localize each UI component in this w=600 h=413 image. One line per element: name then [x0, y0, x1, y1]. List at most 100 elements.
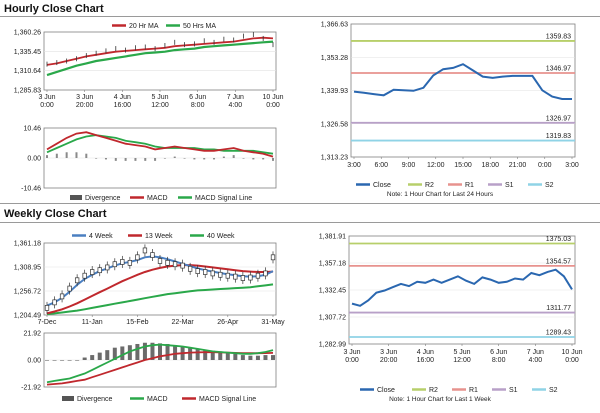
- candle-body: [203, 269, 208, 275]
- x-tick-label: 6 Jun: [490, 349, 507, 356]
- candle-body: [150, 252, 155, 258]
- legend-label: Divergence: [85, 195, 121, 202]
- candle-body: [172, 261, 178, 268]
- legend-label: MACD: [147, 195, 168, 202]
- x-tick-label: 16:00: [417, 357, 435, 364]
- legend-label: S1: [509, 387, 518, 394]
- histogram-bar: [252, 158, 255, 160]
- legend-label: 50 Hrs MA: [183, 23, 216, 30]
- histogram-bar: [112, 347, 117, 360]
- x-tick-label: 15-Feb: [126, 319, 148, 326]
- y-tick-label: 1,204.49: [14, 313, 41, 320]
- pivot-level-label: 1346.97: [546, 65, 571, 72]
- y-tick-label: 1,326.58: [321, 121, 348, 128]
- y-tick-label: 1,357.18: [319, 261, 346, 268]
- candle-body: [248, 274, 253, 281]
- candle-body: [233, 273, 238, 280]
- series-macd: [46, 343, 274, 384]
- histogram-bar: [163, 158, 166, 159]
- histogram-bar: [272, 158, 274, 161]
- x-tick-label: 10 Jun: [561, 349, 582, 356]
- y-tick-label: 1,366.63: [321, 22, 348, 29]
- y-tick-label: 1,361.18: [14, 241, 41, 248]
- histogram-bar: [142, 342, 147, 360]
- pivot-level-label: 1326.97: [546, 115, 571, 122]
- legend-label: MACD: [147, 396, 168, 403]
- x-tick-label: 7 Jun: [527, 349, 544, 356]
- x-tick-label: 12:00: [453, 357, 471, 364]
- histogram-bar: [75, 152, 78, 158]
- histogram-bar: [144, 158, 147, 161]
- chart-note: Note: 1 Hour Chart for Last 1 Week: [389, 396, 492, 403]
- candle-body: [120, 259, 125, 265]
- y-tick-label: -21.92: [21, 385, 41, 392]
- legend-label: S2: [545, 182, 554, 189]
- histogram-bar: [90, 355, 95, 360]
- y-tick-label: 1,339.93: [321, 88, 348, 95]
- histogram-bar: [114, 158, 117, 161]
- x-tick-label: 4 Jun: [417, 349, 434, 356]
- histogram-bar: [222, 156, 225, 158]
- histogram-bar: [134, 158, 137, 161]
- x-tick-label: 0:00: [266, 102, 280, 109]
- y-tick-label: 0.00: [27, 358, 41, 365]
- y-tick-label: 1,381.91: [319, 234, 346, 241]
- x-tick-label: 26-Apr: [217, 319, 239, 326]
- histogram-bar: [210, 350, 215, 360]
- legend-label: R1: [465, 182, 474, 189]
- x-tick-label: 5 Jun: [453, 349, 470, 356]
- histogram-bar: [263, 355, 268, 360]
- histogram-bar: [188, 347, 193, 360]
- candle-body: [74, 277, 80, 284]
- candle-body: [142, 247, 148, 254]
- histogram-bar: [75, 360, 80, 361]
- x-tick-label: 4:00: [229, 102, 243, 109]
- series-50hr-ma: [46, 40, 274, 77]
- y-tick-label: 1,353.28: [321, 55, 348, 62]
- candle-body: [157, 258, 163, 264]
- legend-swatch: [70, 195, 82, 200]
- histogram-bar: [65, 152, 68, 158]
- legend-label: S1: [505, 182, 514, 189]
- y-tick-label: 1,310.64: [14, 68, 41, 75]
- x-tick-label: 0:00: [40, 102, 54, 109]
- x-tick-label: 6 Jun: [189, 94, 206, 101]
- section-divider: [0, 203, 600, 204]
- histogram-bar: [233, 353, 238, 360]
- legend-label: S2: [549, 387, 558, 394]
- legend-label: MACD Signal Line: [195, 195, 252, 202]
- candle-body: [210, 270, 215, 277]
- legend-label: Divergence: [77, 396, 113, 403]
- candle-body: [225, 272, 230, 279]
- histogram-bar: [183, 158, 186, 159]
- x-tick-label: 3:00: [347, 162, 361, 169]
- histogram-bar: [173, 156, 176, 158]
- histogram-bar: [97, 352, 102, 360]
- pivot-level-label: 1311.77: [546, 305, 571, 312]
- histogram-bar: [255, 355, 260, 360]
- y-tick-label: -10.46: [21, 186, 41, 193]
- candle-body: [67, 285, 72, 292]
- histogram-bar: [262, 158, 265, 160]
- candle-body: [97, 267, 102, 274]
- histogram-bar: [95, 158, 98, 159]
- series-macd-signal: [46, 134, 274, 155]
- histogram-bar: [104, 158, 107, 160]
- candle-body: [240, 275, 246, 281]
- candle-body: [44, 305, 50, 311]
- series-close: [351, 268, 573, 307]
- series-macd: [46, 131, 274, 158]
- histogram-bar: [154, 158, 157, 161]
- histogram-bar: [218, 351, 223, 360]
- histogram-bar: [213, 158, 216, 160]
- candle-body: [52, 299, 57, 306]
- y-tick-label: 1,307.72: [319, 315, 346, 322]
- x-tick-label: 20:00: [76, 102, 94, 109]
- histogram-bar: [242, 158, 245, 159]
- x-tick-label: 5 Jun: [151, 94, 168, 101]
- y-tick-label: 1,256.72: [14, 289, 41, 296]
- y-tick-label: 1,313.23: [321, 155, 348, 162]
- x-tick-label: 18:00: [481, 162, 499, 169]
- histogram-bar: [232, 155, 235, 158]
